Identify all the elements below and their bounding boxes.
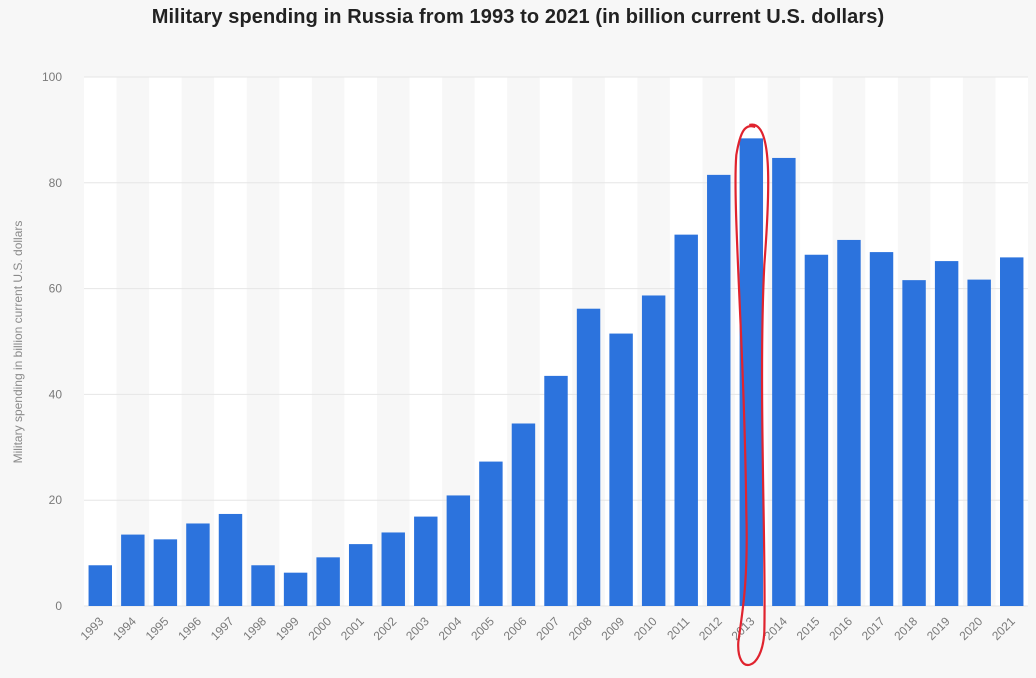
x-tick-label: 2016 (826, 614, 855, 643)
bar (837, 239, 861, 606)
bar (121, 534, 145, 606)
y-axis-ticks: 0 20 40 60 80 100 (42, 70, 62, 613)
x-tick-label: 2012 (696, 614, 725, 643)
bar (381, 532, 405, 606)
bar (1000, 257, 1024, 606)
x-tick-label: 2017 (859, 614, 888, 643)
x-tick-label: 1996 (175, 614, 204, 643)
bar (804, 254, 829, 606)
bar (674, 234, 698, 606)
x-tick-label: 1994 (110, 614, 139, 643)
y-tick-label: 100 (42, 70, 62, 84)
x-tick-label: 2002 (371, 614, 400, 643)
x-axis-ticks: 1993 1994 1995 1996 1997 1998 1999 2000 2001 2002… (78, 614, 1018, 643)
bar (186, 523, 210, 606)
x-tick-label: 2010 (631, 614, 660, 643)
x-tick-label: 1995 (143, 614, 172, 643)
y-tick-label: 40 (49, 387, 63, 401)
bar (967, 279, 991, 606)
bar (934, 261, 959, 606)
y-tick-label: 0 (55, 599, 62, 613)
column-band (149, 77, 182, 606)
x-tick-label: 1997 (208, 614, 237, 643)
bars (88, 138, 1024, 607)
x-tick-label: 2005 (468, 614, 497, 643)
bar (251, 565, 275, 606)
bar (707, 174, 731, 607)
column-band (84, 77, 117, 606)
x-tick-label: 2011 (664, 614, 692, 642)
x-tick-label: 2008 (566, 614, 595, 643)
x-tick-label: 2021 (989, 614, 1018, 643)
bar (414, 516, 438, 606)
y-tick-label: 20 (49, 493, 63, 507)
bar (479, 461, 503, 606)
bar (348, 544, 373, 606)
bar (283, 572, 308, 606)
column-band (344, 77, 377, 606)
bar (218, 513, 243, 606)
bar (511, 423, 536, 606)
bar (772, 157, 796, 606)
y-axis-label: Military spending in billion current U.S… (11, 221, 25, 464)
x-tick-label: 2015 (794, 614, 823, 643)
x-tick-label: 2007 (533, 614, 562, 643)
x-tick-label: 2009 (598, 614, 627, 643)
bar (544, 375, 568, 606)
x-tick-label: 2013 (729, 614, 758, 643)
column-band (279, 77, 312, 606)
x-tick-label: 1999 (273, 614, 302, 643)
bar (576, 308, 601, 606)
bar (869, 252, 894, 606)
x-tick-label: 2001 (338, 614, 367, 643)
bar (446, 495, 471, 606)
bar (609, 333, 633, 606)
x-tick-label: 2018 (891, 614, 920, 643)
x-tick-label: 2003 (403, 614, 432, 643)
bar (641, 295, 666, 606)
y-tick-label: 80 (49, 176, 63, 190)
bar (153, 539, 178, 606)
y-tick-label: 60 (49, 282, 63, 296)
x-tick-label: 1998 (240, 614, 269, 643)
x-tick-label: 2006 (501, 614, 530, 643)
x-tick-label: 2000 (305, 614, 334, 643)
highlight-ellipse (734, 123, 770, 667)
bar (316, 557, 340, 606)
bar (902, 280, 926, 606)
x-tick-label: 2004 (436, 614, 465, 643)
bar (88, 565, 112, 606)
x-tick-label: 2020 (957, 614, 986, 643)
x-tick-label: 1993 (78, 614, 107, 643)
chart-title: Military spending in Russia from 1993 to… (151, 6, 885, 28)
x-tick-label: 2019 (924, 614, 953, 643)
